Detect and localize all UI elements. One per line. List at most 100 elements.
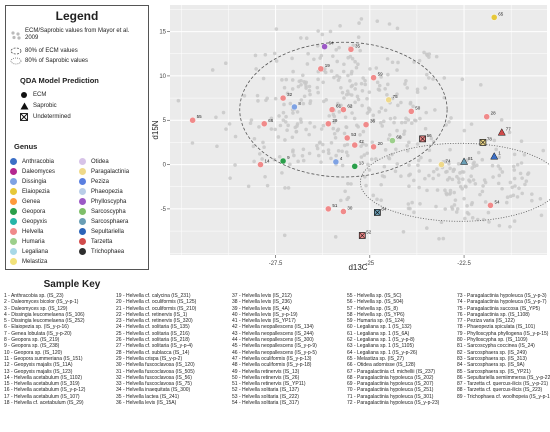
reference-point [282, 233, 287, 238]
sample-point [325, 205, 332, 213]
sample-key-entry: 87 - Tarzetta cf. quercus-ilicis (IS_y-p… [457, 381, 549, 388]
genus-name: Helvella [22, 228, 44, 235]
reference-point [273, 127, 278, 132]
sample-key-entry: 19 - Helvella cf. calycina (IS_231) [116, 293, 191, 299]
reference-point [395, 92, 399, 96]
sample-point-label: 65 [498, 11, 504, 16]
genus-color-swatch [10, 168, 17, 175]
genus-color-swatch [79, 228, 86, 235]
reference-point [455, 207, 460, 211]
sample-key-entry: 34 - Helvella inaequitata (IS_300) [116, 387, 191, 394]
reference-point [415, 87, 420, 92]
sample-point-label: 55 [197, 114, 203, 119]
reference-point [393, 169, 398, 174]
reference-point [491, 175, 495, 179]
sample-key-entry: 43 - Helvella neopallescens (IS_244) [232, 330, 314, 337]
reference-point [342, 131, 347, 136]
genus-name: Genea [22, 198, 41, 205]
sample-key-entry: 45 - Helvella neopallescens (IS_y-p-9) [232, 343, 317, 350]
reference-point [261, 76, 266, 81]
sample-key-entry: 66 - Otidea adornisse (IS_128) [347, 362, 416, 369]
genus-name: Dissingia [22, 178, 47, 185]
reference-point [210, 68, 215, 72]
reference-point [449, 116, 453, 120]
reference-point [307, 84, 312, 89]
reference-point [410, 200, 414, 205]
reference-point [524, 179, 529, 183]
reference-point [296, 159, 300, 164]
x-axis-label: d13C [348, 263, 367, 272]
reference-point [437, 236, 441, 241]
reference-point [359, 81, 364, 86]
reference-point [441, 236, 446, 241]
reference-point [371, 113, 376, 118]
reference-point [350, 83, 355, 88]
reference-point [340, 163, 345, 168]
reference-point [379, 182, 383, 187]
reference-point [414, 118, 418, 123]
sample-key-entry: 75 - Paragalactinia succosa (IS_YP5) [457, 305, 541, 312]
reference-point [285, 128, 289, 132]
reference-point [304, 127, 308, 132]
reference-point [470, 216, 475, 220]
reference-point [407, 140, 411, 145]
reference-point [435, 188, 440, 192]
reference-point [380, 174, 385, 178]
reference-point [395, 68, 399, 72]
genus-color-swatch [79, 238, 86, 245]
reference-points-icon [10, 30, 22, 40]
reference-point [257, 125, 261, 129]
reference-point [519, 161, 524, 165]
sample-key-entry: 48 - Helvella oculiformis (IS_y-p-18) [232, 362, 312, 369]
reference-point [375, 80, 380, 85]
genus-legend-item: Elaiopezia [10, 188, 77, 195]
sample-key-entry: 53 - Helvella solitaria (IS_222) [232, 393, 299, 400]
reference-point [476, 150, 481, 155]
reference-point [505, 195, 510, 200]
reference-point [390, 60, 395, 65]
sample-key-entry: 10 - Geopora sp. (IS_120) [4, 349, 63, 356]
reference-point [408, 172, 413, 177]
genus-legend-item: Sepultariella [79, 228, 146, 235]
reference-point [336, 127, 341, 132]
sample-key-entry: 44 - Helvella neopallescens (IS_300) [232, 337, 314, 344]
reference-point [333, 235, 338, 239]
sample-point [362, 121, 370, 128]
reference-point [321, 80, 325, 85]
reference-point [291, 149, 295, 154]
reference-point [348, 104, 353, 108]
reference-point [224, 127, 228, 131]
genus-name: Phylloscypha [91, 198, 127, 205]
sample-point-label: 13 [359, 160, 365, 165]
sample-key-entry: 58 - Helvella sp. (IS_YP6) [347, 311, 405, 318]
sample-point-label: 30 [347, 206, 353, 211]
reference-point [374, 157, 378, 161]
genus-color-swatch [10, 158, 17, 165]
genus-color-swatch [79, 208, 86, 215]
sample-point [408, 108, 415, 115]
genus-color-swatch [10, 198, 17, 205]
reference-point [301, 147, 306, 152]
sample-key-entry: 12 - Geopyxis majalis (IS_11A) [4, 362, 73, 369]
reference-point [383, 87, 387, 91]
sample-key-column: 73 - Paragalactinia hypoleuca (IS_y-p-3)… [457, 293, 550, 400]
sample-point-label: 60 [396, 135, 402, 140]
reference-point [448, 191, 453, 195]
reference-point [359, 144, 363, 148]
reference-point [312, 125, 317, 129]
sample-key-entry: 55 - Helvella sp. (IS_5C) [347, 293, 402, 299]
reference-point [508, 225, 512, 229]
reference-point [394, 147, 398, 152]
reference-point [370, 140, 375, 145]
reference-point [308, 101, 312, 106]
reference-point [371, 118, 376, 122]
sample-key-entry: 79 - Phylloscypha phyllogena (IS_y-p-15) [457, 330, 549, 337]
reference-point [395, 128, 399, 133]
sample-key-entry: 35 - Helvella lactea (IS_241) [116, 393, 180, 400]
reference-point [478, 192, 482, 197]
reference-point [345, 142, 350, 147]
sample-key-entry: 89 - Trichophaea cf. woolhopeia (IS_y-p-… [457, 393, 550, 400]
genus-color-swatch [79, 198, 86, 205]
reference-point [486, 210, 491, 215]
reference-point [343, 115, 348, 120]
